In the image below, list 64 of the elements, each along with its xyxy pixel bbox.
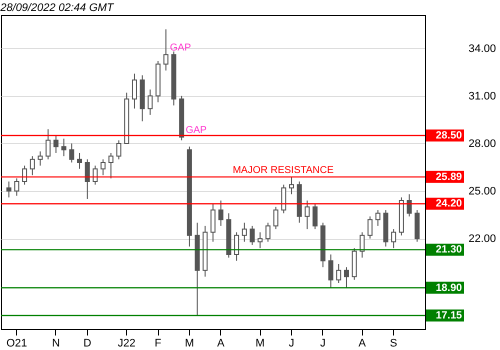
candlestick: [84, 158, 90, 200]
annotation: GAP: [186, 125, 208, 136]
x-tick-label: A: [358, 338, 367, 350]
ref-line-label: 24.20: [436, 198, 462, 210]
candlestick: [108, 152, 114, 179]
candlestick: [46, 128, 51, 160]
candlestick: [368, 216, 373, 240]
candlestick: [328, 254, 334, 288]
y-tick-label: 22.00: [468, 233, 496, 246]
candlestick: [163, 28, 168, 72]
y-tick-label: 25.00: [468, 186, 496, 198]
ref-line-label: 25.89: [436, 170, 462, 183]
candlestick: [258, 232, 263, 249]
candlestick: [132, 73, 137, 110]
candlestick: [30, 156, 35, 176]
annotation: MAJOR RESISTANCE: [232, 164, 334, 176]
x-tick-label: J: [288, 338, 294, 350]
candlestick: [289, 176, 294, 195]
candlestick: [92, 165, 98, 186]
candlestick: [100, 158, 106, 176]
y-tick-label: 31.00: [468, 90, 496, 102]
candlestick: [61, 138, 66, 157]
candlestick: [53, 135, 58, 154]
candlestick: [218, 200, 224, 226]
x-tick-label: A: [217, 338, 226, 350]
candlestick: [281, 184, 286, 214]
x-tick-label: M: [184, 338, 194, 350]
y-tick-label: 28.00: [468, 138, 496, 150]
candlestick: [344, 266, 349, 288]
candlestick: [148, 89, 153, 116]
candlestick: [312, 203, 318, 230]
ref-line-label: 21.30: [436, 244, 462, 256]
ref-line-label: 18.90: [436, 282, 462, 294]
x-tick-label: M: [256, 338, 265, 350]
candlestick: [304, 200, 310, 230]
ref-line-label: 17.15: [436, 310, 462, 322]
candlestick: [273, 206, 278, 230]
candlestick: [77, 152, 82, 170]
x-tick-label: J22: [118, 338, 136, 350]
x-tick-label: O21: [6, 338, 28, 350]
text: 28/09/2022 02:44 GMT: [0, 2, 115, 14]
candlestick: [14, 178, 20, 196]
candlestick: [391, 228, 396, 249]
candlestick: [22, 165, 28, 186]
x-tick-label: N: [52, 338, 60, 350]
candlestick: [250, 225, 255, 246]
ref-line-label: 28.50: [436, 130, 462, 142]
candlestick: [210, 203, 216, 242]
candlestick: [234, 232, 240, 262]
candlestick: [336, 263, 342, 284]
x-tick-label: D: [83, 338, 92, 350]
candlestick: [38, 150, 43, 166]
candlestick: [6, 181, 12, 198]
x-tick-label: J: [320, 338, 326, 350]
candlestick: [360, 232, 365, 258]
candlestick: [69, 142, 74, 163]
x-tick-label: S: [390, 338, 398, 350]
candlestick: [242, 222, 247, 242]
y-tick-label: 34.00: [468, 42, 496, 55]
x-tick-label: F: [154, 338, 162, 350]
candlestick: [265, 222, 270, 242]
candlestick: [116, 140, 122, 160]
candlestick: [375, 210, 380, 226]
annotation: GAP: [170, 42, 192, 54]
